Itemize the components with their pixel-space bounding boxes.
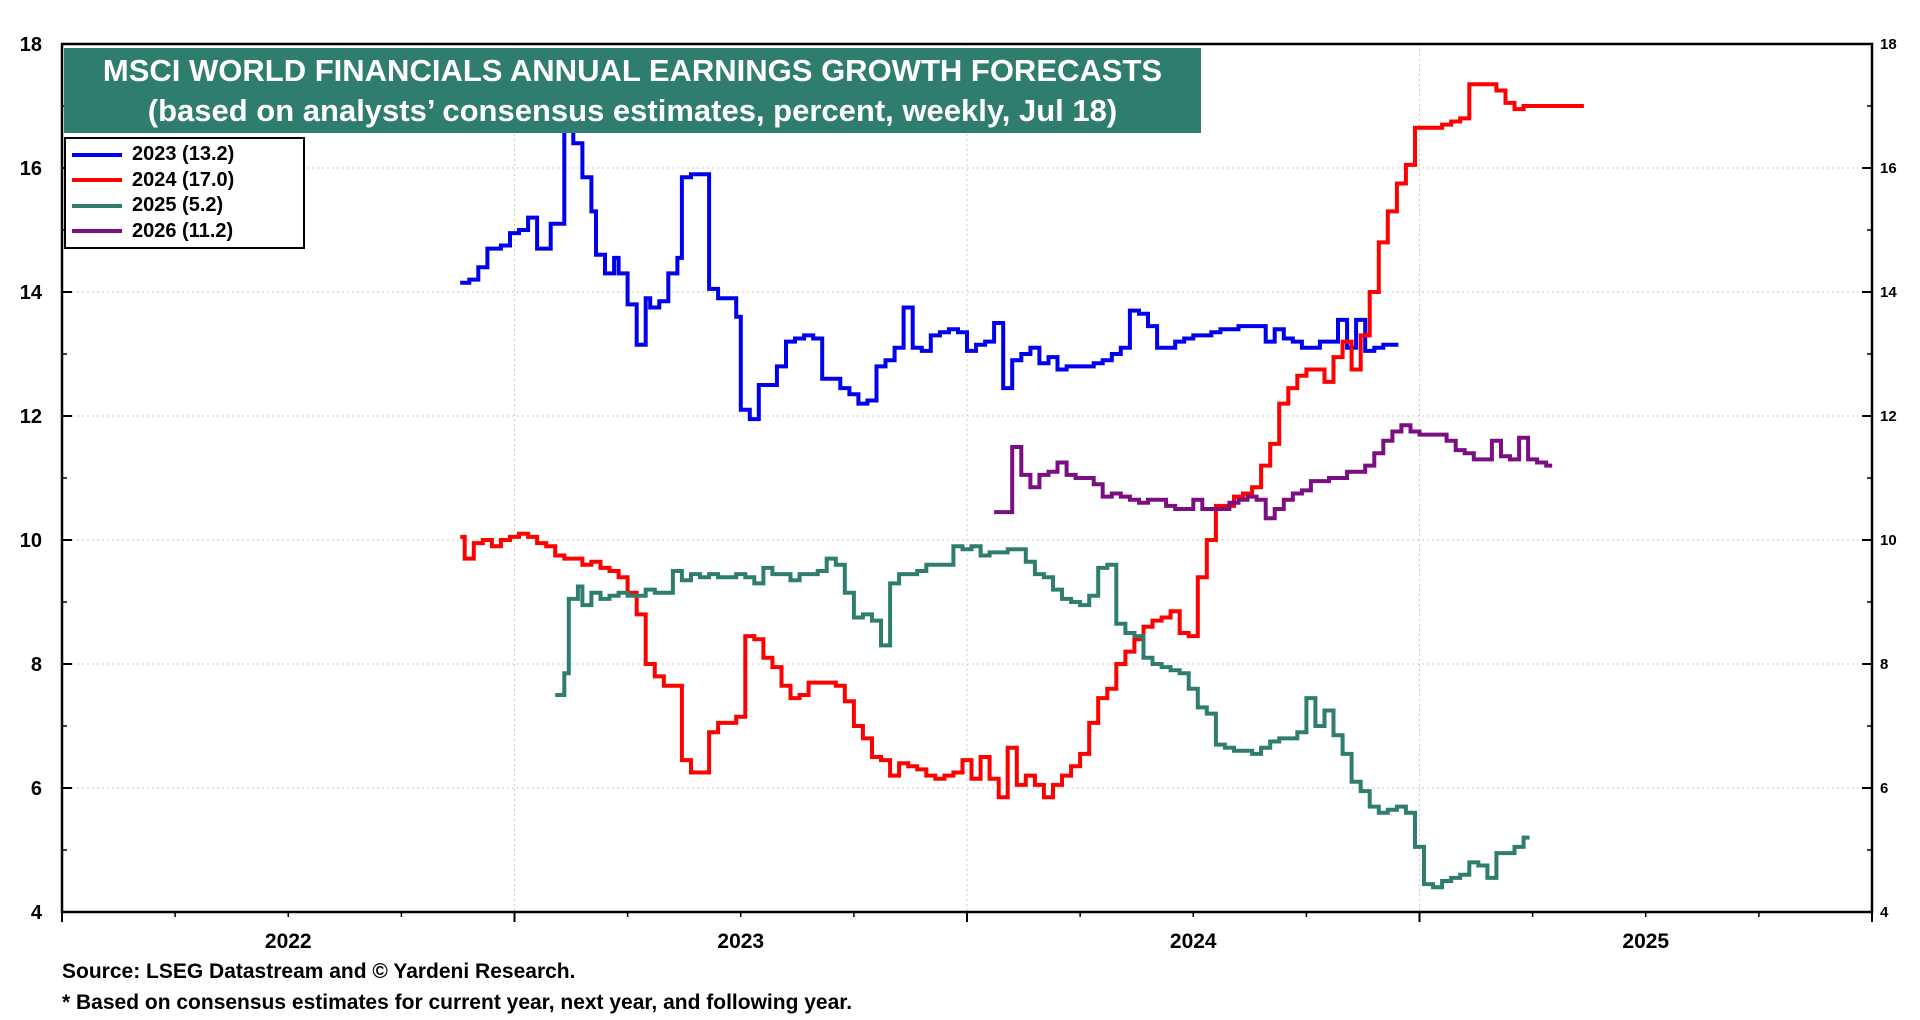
y-tick-label-left: 6 — [31, 778, 42, 800]
axis-layer: 4 4 6 6 8 8 10 10 12 12 14 14 16 16 18 18 2022 2023 2024 20… — [20, 34, 1898, 953]
chart-title: MSCI WORLD FINANCIALS ANNUAL EARNINGS GR… — [102, 53, 1163, 88]
legend-item: 2025 (5.2) — [72, 193, 303, 219]
y-tick-label-left: 10 — [20, 530, 42, 552]
legend-swatch — [72, 178, 122, 183]
chart-title-box: MSCI WORLD FINANCIALS ANNUAL EARNINGS GR… — [64, 48, 1201, 133]
x-tick-label: 2022 — [265, 930, 312, 953]
x-tick-label: 2023 — [717, 930, 764, 953]
series-line-3 — [555, 544, 1530, 890]
legend-label: 2023 (13.2) — [132, 143, 235, 166]
y-tick-label-left: 4 — [31, 902, 43, 924]
chart-legend: 2023 (13.2) 2024 (17.0) 2025 (5.2) 2026 (11… — [64, 137, 305, 249]
grid-layer — [62, 44, 1872, 912]
y-tick-label-left: 12 — [20, 406, 42, 428]
legend-label: 2026 (11.2) — [132, 219, 234, 242]
x-tick-label: 2025 — [1622, 930, 1669, 953]
series-line-4 — [994, 423, 1553, 521]
y-tick-label-right: 18 — [1880, 36, 1897, 53]
series-layer — [460, 82, 1584, 890]
y-tick-label-right: 10 — [1880, 532, 1897, 549]
x-tick-label: 2024 — [1170, 930, 1217, 953]
y-tick-label-right: 14 — [1880, 284, 1897, 301]
legend-item: 2024 (17.0) — [72, 168, 303, 194]
legend-swatch — [72, 229, 122, 234]
y-tick-label-left: 16 — [20, 158, 42, 180]
legend-label: 2025 (5.2) — [132, 194, 224, 217]
legend-swatch — [72, 152, 122, 157]
y-tick-label-right: 4 — [1880, 904, 1889, 921]
source-note: Source: LSEG Datastream and © Yardeni Re… — [62, 960, 576, 983]
y-tick-label-left: 8 — [31, 654, 42, 676]
y-tick-label-left: 14 — [20, 282, 43, 304]
y-tick-label-right: 8 — [1880, 656, 1888, 673]
footnote: * Based on consensus estimates for curre… — [62, 991, 853, 1014]
y-tick-label-right: 6 — [1880, 780, 1888, 797]
series-line-1 — [460, 122, 1399, 422]
legend-swatch — [72, 203, 122, 208]
y-tick-label-left: 18 — [20, 34, 42, 56]
series-line-2 — [460, 82, 1584, 800]
legend-label: 2024 (17.0) — [132, 168, 235, 191]
chart-subtitle: (based on analysts’ consensus estimates,… — [147, 93, 1118, 128]
y-tick-label-right: 16 — [1880, 160, 1897, 177]
y-tick-label-right: 12 — [1880, 408, 1897, 425]
legend-item: 2023 (13.2) — [72, 142, 303, 168]
legend-item: 2026 (11.2) — [72, 219, 303, 245]
